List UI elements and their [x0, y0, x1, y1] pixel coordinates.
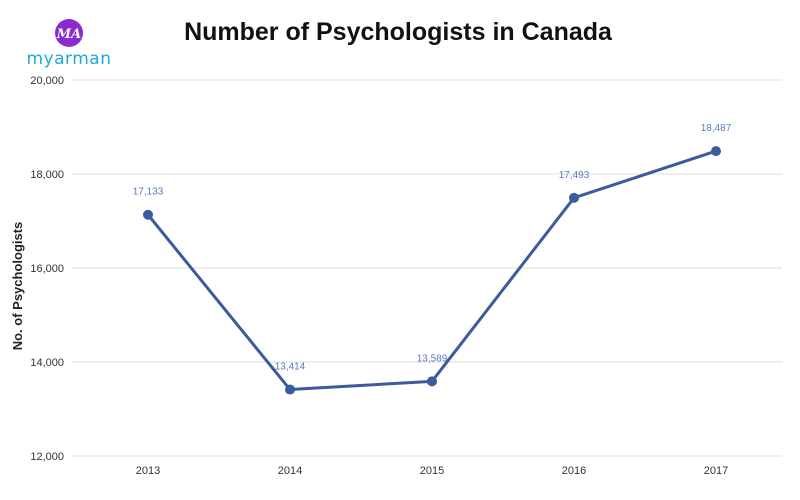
data-label: 17,133 [133, 187, 164, 198]
y-tick-label: 12,000 [30, 451, 64, 463]
data-labels: 17,133 13,414 13,589 17,493 18,487 [133, 123, 732, 372]
data-label: 13,414 [275, 362, 306, 373]
brand-badge-icon [55, 19, 83, 47]
y-axis-label: No. of Psychologists [10, 222, 25, 351]
data-point [711, 146, 721, 157]
chart-title: Number of Psychologists in Canada [184, 18, 613, 46]
gridlines [72, 79, 782, 457]
data-point [143, 209, 153, 220]
data-point [285, 384, 295, 395]
data-label: 13,589 [417, 353, 448, 364]
y-tick-label: 20,000 [30, 75, 64, 87]
x-tick-label: 2016 [562, 465, 586, 477]
y-tick-label: 16,000 [30, 263, 64, 275]
data-point [427, 376, 437, 387]
series-group [143, 146, 721, 395]
brand-name: myarman [27, 49, 112, 69]
data-point [569, 192, 579, 203]
data-label: 18,487 [701, 123, 732, 134]
x-tick-label: 2014 [278, 465, 302, 477]
y-tick-label: 14,000 [30, 357, 64, 369]
x-tick-label: 2013 [136, 465, 160, 477]
brand-logo: MA myarman [27, 19, 112, 69]
y-tick-label: 18,000 [30, 169, 64, 181]
y-axis-ticks: 12,000 14,000 16,000 18,000 20,000 [30, 75, 64, 463]
x-tick-label: 2015 [420, 465, 444, 477]
x-tick-label: 2017 [704, 465, 728, 477]
brand-badge-text: MA [56, 27, 81, 42]
x-axis-ticks: 2013 2014 2015 2016 2017 [136, 465, 728, 477]
data-label: 17,493 [559, 170, 590, 181]
